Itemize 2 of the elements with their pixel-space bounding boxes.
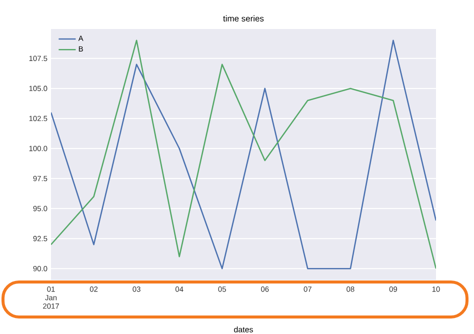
chart-title: time series [223, 15, 264, 22]
line-series [51, 40, 436, 270]
